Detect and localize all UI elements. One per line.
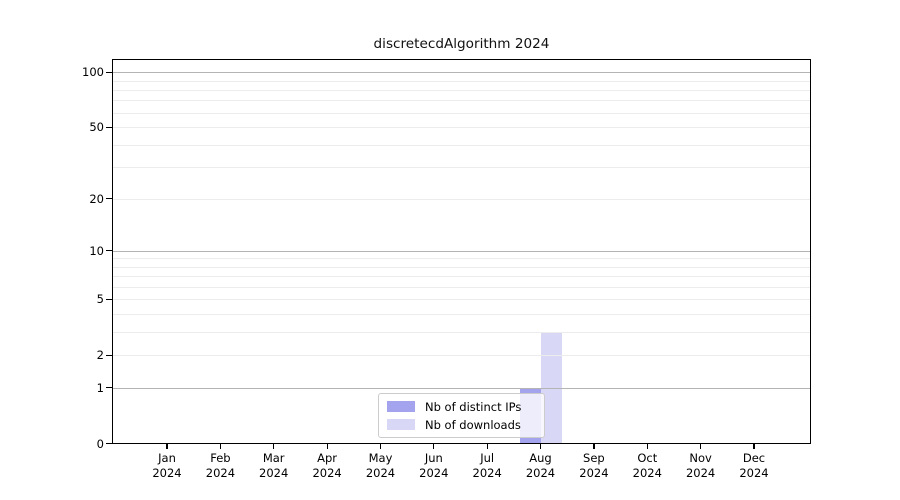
legend-swatch-distinct-ips	[387, 401, 415, 412]
legend-label: Nb of distinct IPs	[425, 399, 522, 414]
gridline-minor	[112, 258, 811, 260]
x-tick	[593, 443, 595, 449]
gridline-major	[112, 250, 811, 252]
legend-item-distinct-ips: Nb of distinct IPs	[387, 399, 536, 414]
gridline-minor	[112, 198, 811, 200]
y-tick	[106, 126, 112, 128]
y-tick-label: 10	[89, 243, 104, 258]
x-tick-label: Jan 2024	[152, 451, 182, 480]
legend-swatch-downloads	[387, 419, 415, 430]
gridline-minor	[112, 286, 811, 288]
y-tick-label: 20	[89, 191, 104, 206]
gridline-minor	[112, 299, 811, 301]
y-tick	[106, 71, 112, 73]
x-tick	[646, 443, 648, 449]
chart-legend: Nb of distinct IPs Nb of downloads	[378, 393, 545, 438]
x-tick	[539, 443, 542, 449]
y-tick-label: 1	[96, 380, 104, 395]
y-tick-label: 50	[89, 120, 104, 135]
chart-title: discretecdAlgorithm 2024	[373, 36, 550, 52]
y-tick	[106, 250, 112, 252]
gridline-minor	[112, 89, 811, 91]
y-tick-label: 5	[96, 292, 104, 307]
y-tick-label: 100	[82, 65, 104, 80]
plot-area-grid	[112, 59, 811, 444]
x-tick	[486, 443, 488, 449]
gridline-minor	[112, 355, 811, 357]
x-tick-label: Dec 2024	[739, 451, 769, 480]
y-tick	[106, 387, 112, 389]
x-tick-label: Feb 2024	[205, 451, 236, 480]
x-tick	[379, 443, 382, 449]
x-tick-label: Jul 2024	[472, 451, 502, 480]
y-tick	[106, 198, 112, 200]
x-tick-label: Apr 2024	[312, 451, 342, 480]
gridline-minor	[112, 276, 811, 278]
gridline-minor	[112, 112, 811, 114]
gridline-major	[112, 387, 811, 389]
y-tick-label: 0	[96, 436, 104, 451]
gridline-minor	[112, 80, 811, 82]
gridline-major	[112, 72, 811, 74]
x-tick-label: Sep 2024	[579, 451, 609, 480]
x-tick-label: Jun 2024	[419, 451, 449, 480]
y-tick	[106, 354, 112, 356]
x-tick-label: Oct 2024	[632, 451, 662, 480]
legend-item-downloads: Nb of downloads	[387, 417, 536, 432]
x-tick-label: Aug 2024	[525, 451, 556, 480]
x-tick-label: Mar 2024	[259, 451, 289, 480]
x-tick	[326, 443, 328, 449]
y-tick	[106, 298, 112, 301]
x-tick	[166, 443, 168, 449]
x-tick	[273, 443, 275, 449]
y-tick	[106, 443, 112, 445]
y-tick-label: 2	[96, 348, 104, 363]
x-tick	[433, 443, 435, 449]
legend-label: Nb of downloads	[425, 417, 521, 432]
x-tick	[700, 443, 702, 449]
x-tick	[753, 443, 755, 449]
gridline-minor	[112, 266, 811, 268]
gridline-minor	[112, 100, 811, 102]
gridline-minor	[112, 314, 811, 315]
x-tick-label: May 2024	[365, 451, 396, 480]
gridline-minor	[112, 167, 811, 169]
gridline-minor	[112, 331, 811, 333]
x-tick-label: Nov 2024	[685, 451, 716, 480]
gridline-minor	[112, 127, 811, 129]
x-tick	[219, 443, 222, 449]
gridline-minor	[112, 144, 811, 146]
